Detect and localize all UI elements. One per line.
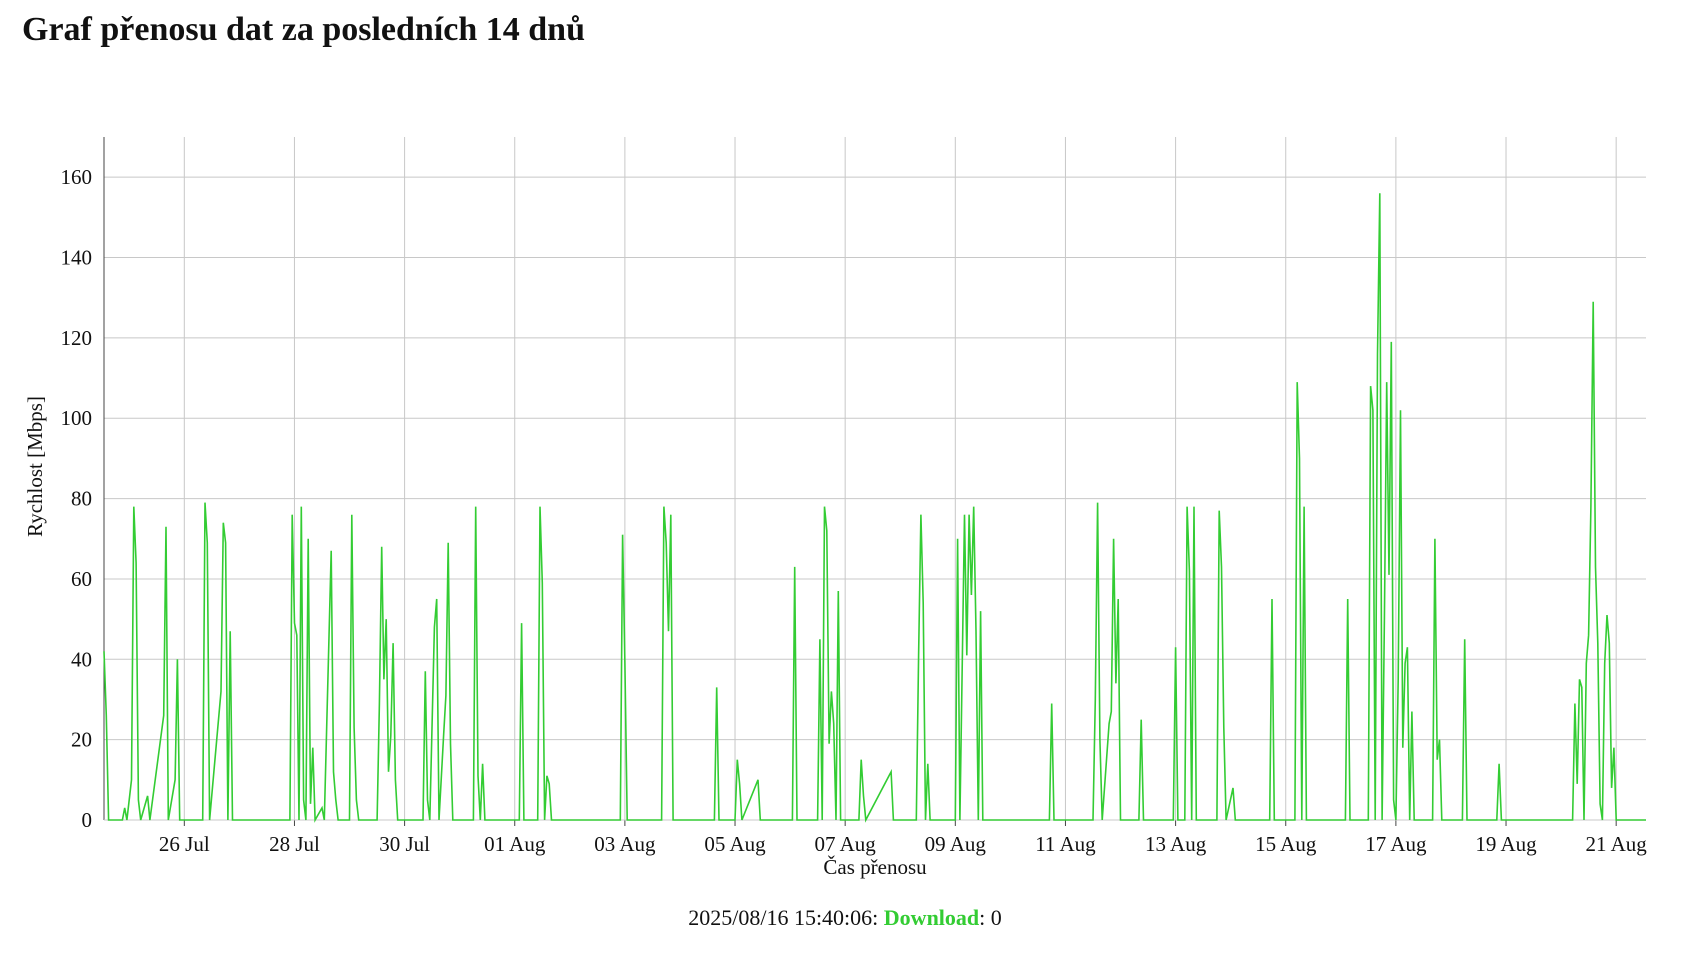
series-line-download — [103, 193, 1646, 823]
x-tick-label: 30 Jul — [379, 832, 430, 856]
y-tick-label: 40 — [71, 647, 92, 671]
y-tick-label: 20 — [71, 728, 92, 752]
status-timestamp: 2025/08/16 15:40:06 — [688, 905, 873, 930]
y-tick-label: 0 — [82, 808, 93, 832]
x-tick-label: 19 Aug — [1475, 832, 1537, 856]
status-separator: : — [872, 905, 879, 930]
y-tick-label: 120 — [61, 326, 93, 350]
x-tick-label: 07 Aug — [815, 832, 877, 856]
grid — [104, 137, 1646, 820]
x-tick-label: 05 Aug — [704, 832, 766, 856]
x-tick-label: 17 Aug — [1365, 832, 1427, 856]
series-area — [103, 193, 1646, 823]
status-line: 2025/08/16 15:40:06: Download: 0 — [0, 904, 1690, 932]
y-tick-label: 140 — [61, 246, 93, 270]
x-tick-label: 13 Aug — [1145, 832, 1207, 856]
x-axis-title: Čas přenosu — [823, 855, 927, 879]
status-colon: : — [979, 905, 986, 930]
status-series-name: Download — [883, 905, 980, 930]
x-tick-label: 15 Aug — [1255, 832, 1317, 856]
x-tick-label: 21 Aug — [1586, 832, 1648, 856]
x-tick-label: 09 Aug — [925, 832, 987, 856]
x-tick-label: 26 Jul — [159, 832, 210, 856]
y-tick-label: 100 — [61, 406, 93, 430]
x-tick-label: 11 Aug — [1035, 832, 1096, 856]
x-tick-label: 28 Jul — [269, 832, 320, 856]
y-tick-label: 60 — [71, 567, 92, 591]
status-value: 0 — [990, 905, 1002, 930]
y-tick-label: 80 — [71, 487, 92, 511]
page-title: Graf přenosu dat za posledních 14 dnů — [22, 11, 585, 48]
axes — [103, 137, 1646, 826]
y-axis-title: Rychlost [Mbps] — [23, 396, 47, 537]
x-tick-label: 03 Aug — [594, 832, 656, 856]
y-tick-label: 160 — [61, 165, 93, 189]
axis-labels: Čas přenosu Rychlost [Mbps] 0 20 40 60 80 100… — [23, 165, 1647, 879]
x-tick-label: 01 Aug — [484, 832, 546, 856]
